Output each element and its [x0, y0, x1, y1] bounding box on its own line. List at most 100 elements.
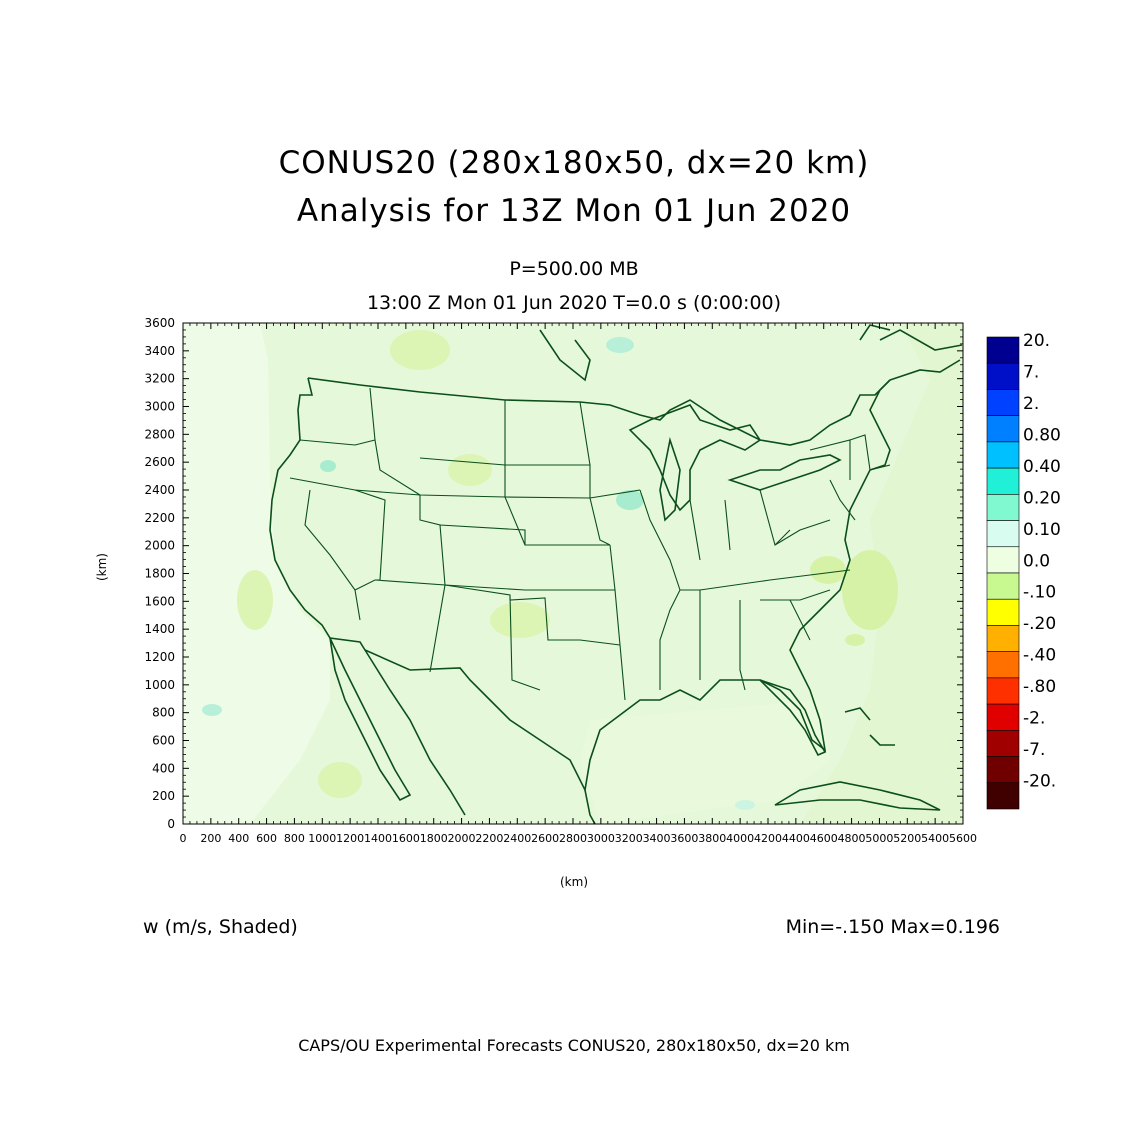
x-tick-label: 5600 [949, 832, 977, 845]
x-tick-label: 400 [228, 832, 249, 845]
negative-w-patch [490, 602, 550, 638]
baja-california [329, 637, 412, 802]
y-tick-label: 1600 [144, 594, 175, 608]
pressure-level: P=500.00 MB [509, 258, 639, 280]
x-tick-label: 2600 [531, 832, 559, 845]
gulf-shading [580, 700, 830, 824]
y-tick-label: 1800 [144, 567, 175, 581]
y-axis-unit: (km) [95, 552, 110, 582]
nova-scotia [879, 329, 963, 381]
variable-label: w (m/s, Shaded) [143, 916, 298, 938]
great-lakes [628, 404, 762, 512]
colorbar-swatch [986, 467, 1020, 495]
x-tick-label: 1000 [308, 832, 336, 845]
state-line [419, 495, 615, 591]
x-tick-label: 5000 [865, 832, 893, 845]
negative-w-patch [842, 550, 898, 630]
state-line [809, 434, 891, 521]
colorbar-label: -.40 [1023, 646, 1056, 666]
colorbar: 20. 7. 2. 0.80 0.40 0.20 0.10 0.0 -.10 -.20 -.40 -.… [986, 331, 1061, 810]
y-tick-label: 1200 [144, 650, 175, 664]
positive-w-patch [202, 704, 222, 716]
x-tick-label: 3200 [615, 832, 643, 845]
positive-w-patch [616, 490, 644, 510]
x-tick-label: 4400 [782, 832, 810, 845]
y-tick-label: 2800 [144, 427, 175, 441]
lake-erie-ontario [727, 454, 842, 491]
x-tick-label: 3000 [587, 832, 615, 845]
y-tick-label: 400 [152, 761, 175, 775]
x-tick-label: 800 [284, 832, 305, 845]
state-line [369, 387, 591, 498]
x-tick-label: 2400 [503, 832, 531, 845]
y-tick-label: 200 [152, 789, 175, 803]
mexico-coast [364, 649, 466, 816]
y-tick-label: 2000 [144, 539, 175, 553]
x-tick-label: 1600 [392, 832, 420, 845]
positive-w-patch [320, 460, 336, 472]
x-tick-label: 4000 [726, 832, 754, 845]
negative-w-patch [318, 762, 362, 798]
x-tick-label: 3600 [670, 832, 698, 845]
us-outline [269, 377, 891, 793]
colorbar-swatch [986, 520, 1020, 548]
y-tick-label: 3000 [144, 400, 175, 414]
colorbar-swatch [986, 336, 1020, 364]
footer-credit: CAPS/OU Experimental Forecasts CONUS20, … [298, 1036, 850, 1055]
state-borders [289, 387, 891, 701]
colorbar-label: -.10 [1023, 583, 1056, 603]
y-tick-label: 3400 [144, 344, 175, 358]
colorbar-label: -20. [1023, 772, 1056, 792]
y-tick-label: 800 [152, 706, 175, 720]
colorbar-swatch [986, 703, 1020, 731]
state-line [289, 439, 641, 499]
florida [759, 679, 827, 757]
colorbar-label: 2. [1023, 394, 1039, 414]
colorbar-swatch [986, 415, 1020, 443]
x-tick-label: 4200 [754, 832, 782, 845]
colorbar-swatch [986, 441, 1020, 469]
colorbar-swatch [986, 362, 1020, 390]
negative-w-patch [810, 556, 846, 584]
bahamas [844, 707, 895, 746]
min-max-values: Min=-.150 Max=0.196 [785, 916, 1000, 938]
x-tick-label: 5200 [893, 832, 921, 845]
x-tick-label: 1400 [364, 832, 392, 845]
x-tick-label: 5400 [921, 832, 949, 845]
colorbar-swatch [986, 389, 1020, 416]
y-tick-label: 2200 [144, 511, 175, 525]
state-line [374, 579, 621, 691]
negative-w-patch [390, 330, 450, 370]
colorbar-label: 0.80 [1023, 425, 1061, 445]
y-tick-label: 2600 [144, 455, 175, 469]
positive-w-patch [735, 800, 755, 810]
colorbar-label: 0.0 [1023, 551, 1050, 571]
colorbar-swatch [986, 494, 1020, 521]
shaded-field [183, 323, 963, 824]
negative-w-patch [845, 634, 865, 646]
colorbar-label: 20. [1023, 331, 1050, 351]
y-tick-label: 2400 [144, 483, 175, 497]
state-line [689, 489, 831, 601]
colorbar-swatch [986, 756, 1020, 784]
hudson-coast [539, 324, 891, 382]
colorbar-swatch [986, 651, 1020, 679]
y-tick-label: 3600 [144, 316, 175, 330]
colorbar-label: -2. [1023, 709, 1045, 729]
y-tick-label: 0 [167, 817, 175, 831]
x-tick-label: 2800 [559, 832, 587, 845]
cuba [774, 781, 941, 811]
colorbar-swatch [986, 546, 1020, 574]
colorbar-label: -7. [1023, 740, 1045, 760]
x-tick-label: 4600 [810, 832, 838, 845]
y-tick-label: 600 [152, 734, 175, 748]
negative-w-patch [237, 570, 273, 630]
x-tick-label: 4800 [838, 832, 866, 845]
x-tick-label: 3800 [698, 832, 726, 845]
x-axis-unit: (km) [560, 875, 589, 889]
valid-time: 13:00 Z Mon 01 Jun 2020 T=0.0 s (0:00:00… [366, 292, 782, 314]
colorbar-swatch [986, 625, 1020, 652]
plot-title-line1: CONUS20 (280x180x50, dx=20 km) [278, 145, 870, 181]
positive-w-patch [606, 337, 634, 353]
